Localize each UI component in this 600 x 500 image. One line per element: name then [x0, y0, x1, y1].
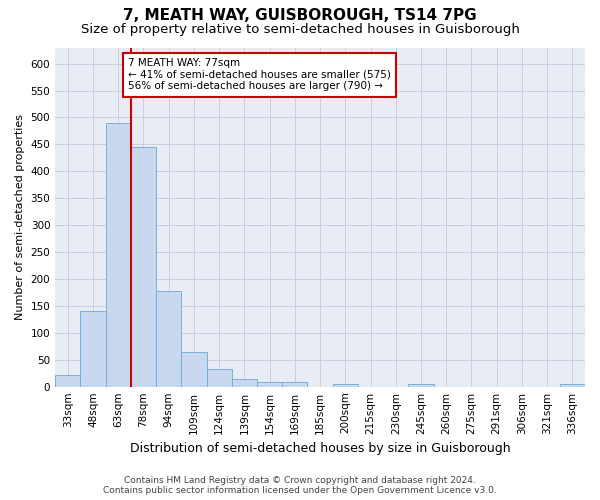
Text: Size of property relative to semi-detached houses in Guisborough: Size of property relative to semi-detach…: [80, 22, 520, 36]
Bar: [232, 378, 257, 386]
Bar: [55, 375, 80, 386]
Bar: [131, 147, 156, 386]
Bar: [206, 369, 232, 386]
Text: 7 MEATH WAY: 77sqm
← 41% of semi-detached houses are smaller (575)
56% of semi-d: 7 MEATH WAY: 77sqm ← 41% of semi-detache…: [128, 58, 391, 92]
Bar: [106, 123, 131, 386]
Bar: [560, 384, 585, 386]
Bar: [181, 352, 206, 386]
Bar: [257, 382, 282, 386]
Y-axis label: Number of semi-detached properties: Number of semi-detached properties: [15, 114, 25, 320]
Text: 7, MEATH WAY, GUISBOROUGH, TS14 7PG: 7, MEATH WAY, GUISBOROUGH, TS14 7PG: [123, 8, 477, 22]
Bar: [282, 382, 307, 386]
Bar: [409, 384, 434, 386]
Bar: [156, 291, 181, 386]
Bar: [80, 312, 106, 386]
Bar: [332, 384, 358, 386]
Text: Contains HM Land Registry data © Crown copyright and database right 2024.
Contai: Contains HM Land Registry data © Crown c…: [103, 476, 497, 495]
X-axis label: Distribution of semi-detached houses by size in Guisborough: Distribution of semi-detached houses by …: [130, 442, 511, 455]
